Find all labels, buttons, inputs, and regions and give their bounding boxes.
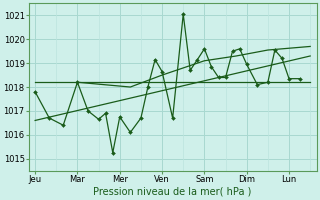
X-axis label: Pression niveau de la mer( hPa ): Pression niveau de la mer( hPa ) <box>93 187 252 197</box>
